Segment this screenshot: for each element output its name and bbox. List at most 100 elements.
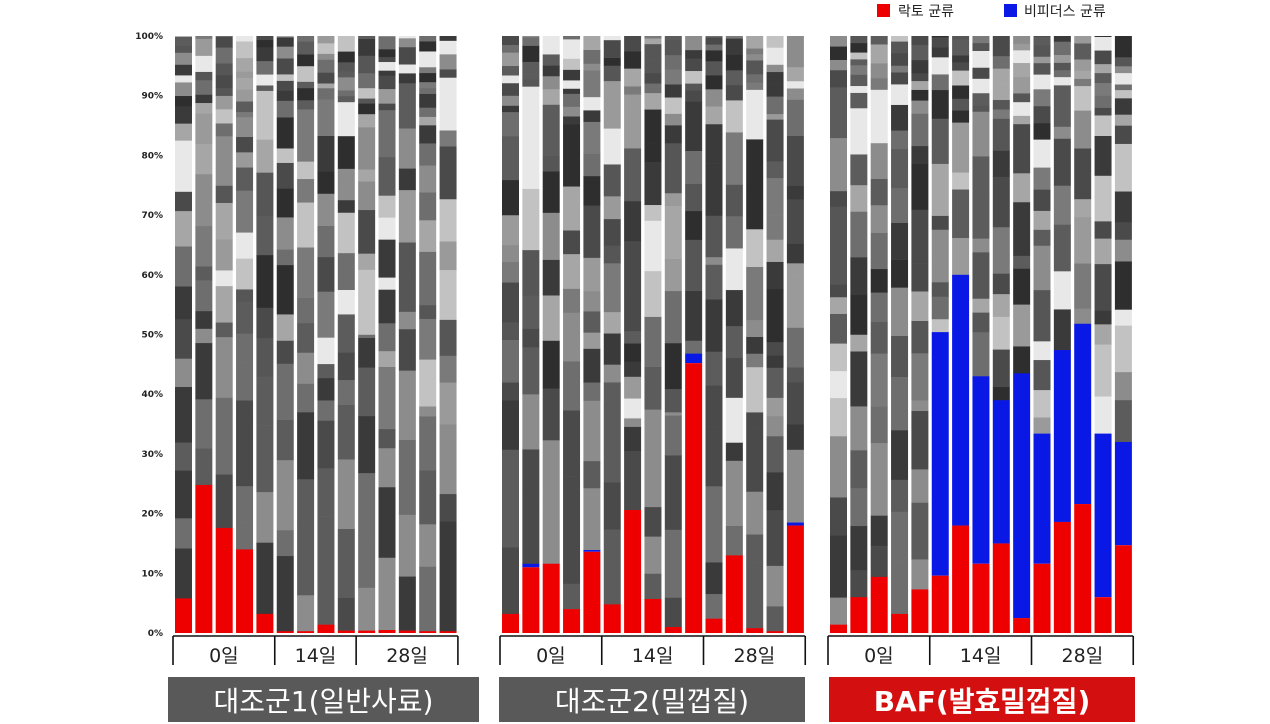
other-taxa-segment (215, 202, 233, 240)
stacked-bar (583, 36, 601, 633)
other-taxa-segment (766, 161, 784, 179)
other-taxa-segment (644, 83, 662, 94)
other-taxa-segment (972, 312, 990, 333)
stacked-bar (522, 36, 540, 633)
other-taxa-segment (563, 410, 581, 477)
bifido-segment (1114, 441, 1132, 546)
other-taxa-segment (850, 450, 868, 489)
other-taxa-segment (502, 322, 519, 340)
other-taxa-segment (603, 65, 621, 82)
other-taxa-segment (256, 172, 274, 216)
other-taxa-segment (563, 88, 581, 94)
other-taxa-segment (1033, 245, 1051, 291)
lacto-segment (1094, 597, 1112, 633)
stacked-bar (563, 36, 581, 633)
other-taxa-segment (891, 36, 909, 42)
other-taxa-segment (746, 89, 764, 105)
other-taxa-segment (972, 42, 990, 51)
other-taxa-segment (786, 367, 804, 383)
other-taxa-segment (297, 202, 315, 248)
other-taxa-segment (1074, 308, 1092, 325)
other-taxa-segment (766, 415, 784, 437)
other-taxa-segment (664, 290, 682, 344)
other-taxa-segment (870, 36, 888, 45)
other-taxa-segment (317, 36, 335, 44)
other-taxa-segment (1094, 135, 1112, 176)
other-taxa-segment (358, 209, 376, 254)
other-taxa-segment (1114, 261, 1132, 310)
other-taxa-segment (276, 555, 294, 632)
other-taxa-segment (378, 366, 396, 394)
other-taxa-segment (931, 163, 949, 216)
other-taxa-segment (870, 78, 888, 90)
other-taxa-segment (1114, 36, 1132, 46)
other-taxa-segment (542, 36, 560, 44)
other-taxa-segment (1033, 45, 1051, 57)
lacto-segment (195, 484, 213, 633)
lacto-segment (563, 609, 581, 633)
y-tick-label: 30% (141, 450, 163, 460)
other-taxa-segment (439, 241, 457, 271)
other-taxa-segment (398, 242, 416, 279)
other-taxa-segment (563, 36, 581, 40)
other-taxa-segment (215, 123, 233, 137)
other-taxa-segment (297, 178, 315, 203)
other-taxa-segment (725, 36, 743, 39)
other-taxa-segment (236, 400, 254, 420)
other-taxa-segment (256, 85, 274, 91)
other-taxa-segment (891, 449, 909, 480)
other-taxa-segment (685, 210, 703, 240)
other-taxa-segment (830, 206, 847, 255)
other-taxa-segment (419, 192, 437, 221)
other-taxa-segment (256, 74, 274, 86)
other-taxa-segment (276, 496, 294, 531)
other-taxa-segment (725, 357, 743, 398)
other-taxa-segment (175, 45, 192, 53)
other-taxa-segment (1114, 125, 1132, 144)
other-taxa-segment (705, 264, 723, 300)
other-taxa-segment (419, 36, 437, 42)
other-taxa-segment (276, 217, 294, 250)
other-taxa-segment (215, 87, 233, 96)
other-taxa-segment (911, 400, 929, 412)
other-taxa-segment (276, 148, 294, 163)
other-taxa-segment (786, 185, 804, 200)
other-taxa-segment (502, 547, 519, 615)
other-taxa-segment (1013, 268, 1031, 305)
other-taxa-segment (583, 460, 601, 489)
other-taxa-segment (337, 199, 355, 213)
other-taxa-segment (563, 50, 581, 59)
other-taxa-segment (644, 270, 662, 317)
other-taxa-segment (870, 292, 888, 322)
other-taxa-segment (542, 340, 560, 389)
other-taxa-segment (256, 376, 274, 426)
other-taxa-segment (1033, 139, 1051, 168)
other-taxa-segment (195, 36, 213, 39)
legend-label-bifido: 비피더스 균류 (1024, 4, 1106, 20)
other-taxa-segment (603, 245, 621, 264)
other-taxa-segment (746, 139, 764, 191)
other-taxa-segment (563, 507, 581, 584)
other-taxa-segment (624, 240, 642, 291)
other-taxa-segment (644, 60, 662, 74)
other-taxa-segment (563, 361, 581, 411)
other-taxa-segment (746, 562, 764, 629)
other-taxa-segment (542, 65, 560, 77)
other-taxa-segment (297, 594, 315, 632)
other-taxa-segment (439, 558, 457, 632)
other-taxa-segment (378, 447, 396, 488)
other-taxa-segment (1053, 62, 1071, 71)
other-taxa-segment (276, 46, 294, 59)
other-taxa-segment (419, 41, 437, 52)
other-taxa-segment (398, 168, 416, 191)
other-taxa-segment (992, 36, 1010, 51)
other-taxa-segment (1094, 36, 1112, 37)
other-taxa-segment (1094, 238, 1112, 265)
other-taxa-segment (1033, 105, 1051, 124)
other-taxa-segment (624, 68, 642, 87)
other-taxa-segment (830, 36, 847, 47)
lacto-segment (746, 628, 764, 633)
other-taxa-segment (502, 136, 519, 181)
lacto-segment (705, 618, 723, 633)
other-taxa-segment (337, 62, 355, 72)
